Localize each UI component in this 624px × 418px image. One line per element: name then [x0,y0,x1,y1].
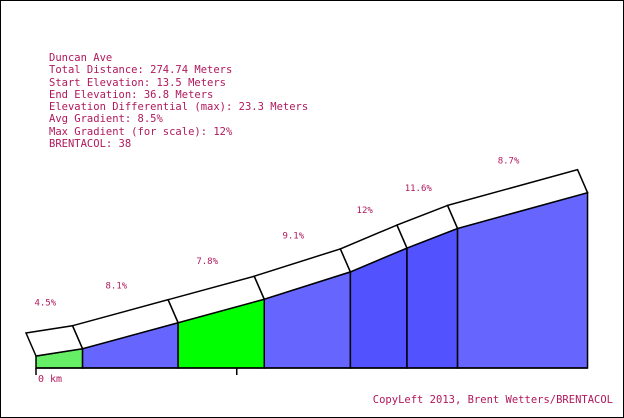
gradient-label-1: 4.5% [34,298,56,308]
gradient-label-5: 12% [357,206,374,216]
road-band-segment-7 [446,168,589,230]
elevation-differential: Elevation Differential (max): 23.3 Meter… [49,101,309,114]
start-elevation: Start Elevation: 13.5 Meters [49,76,227,89]
brentacol-score: BRENTACOL: 38 [49,138,132,151]
route-info: Duncan Ave Total Distance: 274.74 Meters… [49,52,308,150]
end-elevation: End Elevation: 36.8 Meters [49,88,214,101]
gradient-label-7: 8.7% [498,157,520,167]
gradient-label-2: 8.1% [106,282,128,292]
x-tick-label-1: 0 km [38,374,62,385]
gradient-label-6: 11.6% [405,184,433,194]
total-distance: Total Distance: 274.74 Meters [49,64,233,77]
gradient-label-4: 9.1% [282,232,304,242]
avg-gradient: Avg Gradient: 8.5% [49,113,163,126]
copyleft-credit: CopyLeft 2013, Brent Wetters/BRENTACOL [372,394,613,406]
street-name: Duncan Ave [49,52,113,64]
gradient-label-3: 7.8% [196,257,218,267]
profile-segment-6 [406,227,459,369]
max-gradient: Max Gradient (for scale): 12% [49,125,233,138]
